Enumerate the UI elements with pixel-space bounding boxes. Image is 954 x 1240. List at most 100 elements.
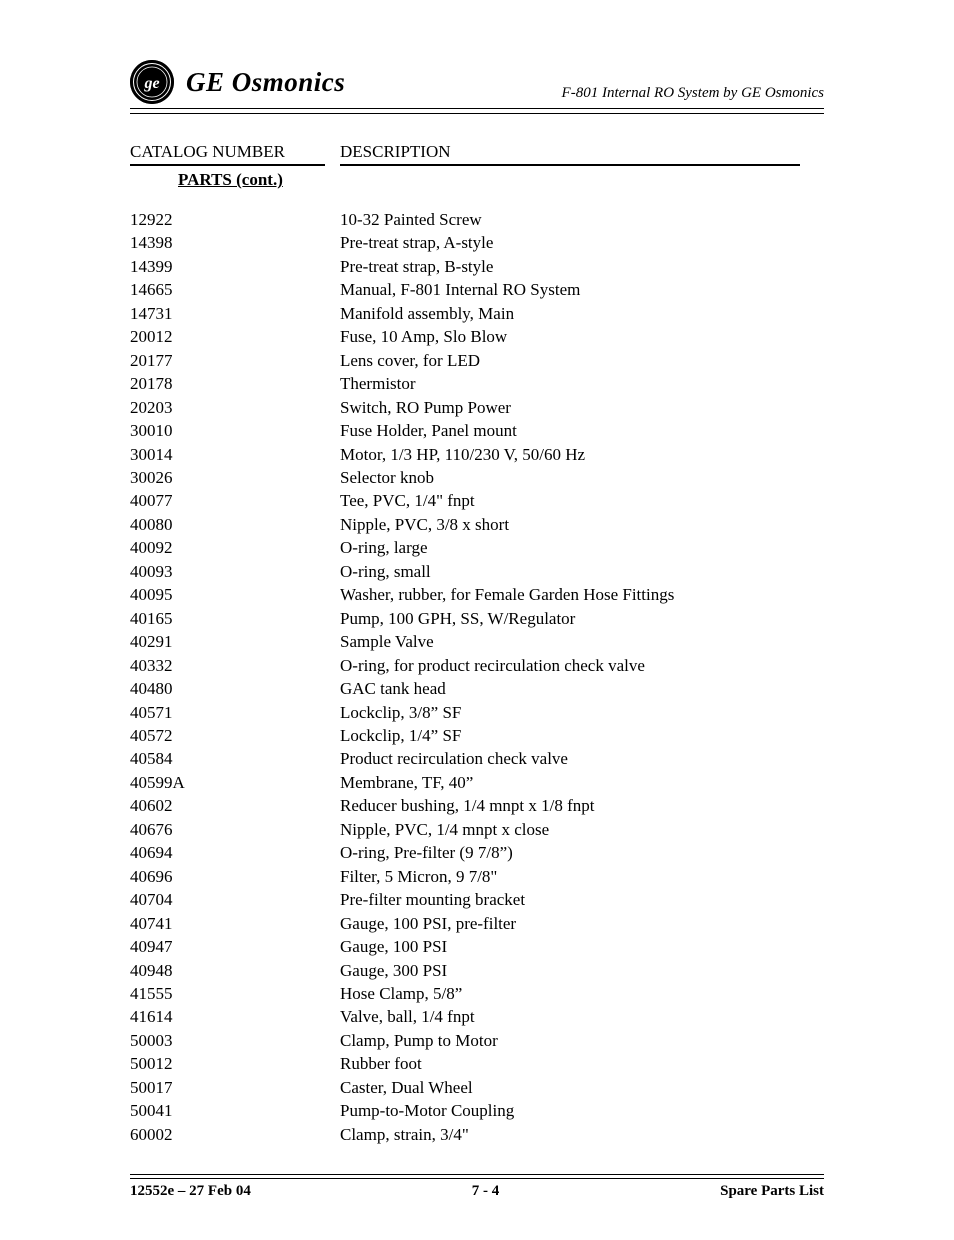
table-row: 40571Lockclip, 3/8” SF xyxy=(130,701,824,724)
part-description: Caster, Dual Wheel xyxy=(340,1076,824,1099)
part-description: Nipple, PVC, 1/4 mnpt x close xyxy=(340,818,824,841)
table-row: 40093O-ring, small xyxy=(130,560,824,583)
table-row: 30026Selector knob xyxy=(130,466,824,489)
table-row: 40694O-ring, Pre-filter (9 7/8”) xyxy=(130,841,824,864)
table-row: 40741Gauge, 100 PSI, pre-filter xyxy=(130,912,824,935)
part-description: Pre-treat strap, A-style xyxy=(340,231,824,254)
document-title: F-801 Internal RO System by GE Osmonics xyxy=(562,85,824,104)
catalog-number: 50012 xyxy=(130,1052,340,1075)
catalog-number: 30026 xyxy=(130,466,340,489)
catalog-number: 14398 xyxy=(130,231,340,254)
table-row: 20012Fuse, 10 Amp, Slo Blow xyxy=(130,325,824,348)
part-description: Washer, rubber, for Female Garden Hose F… xyxy=(340,583,824,606)
part-description: O-ring, for product recirculation check … xyxy=(340,654,824,677)
catalog-number: 40948 xyxy=(130,959,340,982)
part-description: Thermistor xyxy=(340,372,824,395)
header-left: ge GE Osmonics xyxy=(130,60,345,104)
table-row: 20203Switch, RO Pump Power xyxy=(130,396,824,419)
catalog-number: 40332 xyxy=(130,654,340,677)
part-description: O-ring, Pre-filter (9 7/8”) xyxy=(340,841,824,864)
part-description: 10-32 Painted Screw xyxy=(340,208,824,231)
table-row: 50041Pump-to-Motor Coupling xyxy=(130,1099,824,1122)
catalog-number: 40584 xyxy=(130,747,340,770)
part-description: Lockclip, 1/4” SF xyxy=(340,724,824,747)
catalog-number: 20012 xyxy=(130,325,340,348)
part-description: Lockclip, 3/8” SF xyxy=(340,701,824,724)
catalog-number: 40694 xyxy=(130,841,340,864)
part-description: Gauge, 100 PSI xyxy=(340,935,824,958)
part-description: O-ring, small xyxy=(340,560,824,583)
table-row: 40947Gauge, 100 PSI xyxy=(130,935,824,958)
table-row: 30014Motor, 1/3 HP, 110/230 V, 50/60 Hz xyxy=(130,443,824,466)
catalog-number: 40571 xyxy=(130,701,340,724)
part-description: Lens cover, for LED xyxy=(340,349,824,372)
catalog-number: 41614 xyxy=(130,1005,340,1028)
catalog-number: 40165 xyxy=(130,607,340,630)
catalog-number: 50017 xyxy=(130,1076,340,1099)
ge-logo-icon: ge xyxy=(130,60,174,104)
table-row: 20177Lens cover, for LED xyxy=(130,349,824,372)
part-description: Pre-filter mounting bracket xyxy=(340,888,824,911)
catalog-number: 40602 xyxy=(130,794,340,817)
table-row: 40291Sample Valve xyxy=(130,630,824,653)
footer-container: 12552e – 27 Feb 04 7 - 4 Spare Parts Lis… xyxy=(130,1174,824,1200)
catalog-number: 40676 xyxy=(130,818,340,841)
table-row: 14399Pre-treat strap, B-style xyxy=(130,255,824,278)
part-description: Gauge, 300 PSI xyxy=(340,959,824,982)
parts-table-body: 1292210-32 Painted Screw14398Pre-treat s… xyxy=(130,208,824,1146)
table-row: 40332O-ring, for product recirculation c… xyxy=(130,654,824,677)
part-description: Switch, RO Pump Power xyxy=(340,396,824,419)
footer-doc-id: 12552e – 27 Feb 04 xyxy=(130,1183,251,1200)
table-row: 40584Product recirculation check valve xyxy=(130,747,824,770)
catalog-number: 14665 xyxy=(130,278,340,301)
catalog-number: 40704 xyxy=(130,888,340,911)
table-row: 14398Pre-treat strap, A-style xyxy=(130,231,824,254)
catalog-number: 40291 xyxy=(130,630,340,653)
part-description: Pump-to-Motor Coupling xyxy=(340,1099,824,1122)
col-header-catalog-cell: CATALOG NUMBER xyxy=(130,142,340,166)
table-row: 50003Clamp, Pump to Motor xyxy=(130,1029,824,1052)
page-header: ge GE Osmonics F-801 Internal RO System … xyxy=(130,60,824,109)
catalog-number: 30010 xyxy=(130,419,340,442)
table-row: 40077Tee, PVC, 1/4" fnpt xyxy=(130,489,824,512)
catalog-number: 20203 xyxy=(130,396,340,419)
catalog-number: 40572 xyxy=(130,724,340,747)
catalog-number: 40741 xyxy=(130,912,340,935)
section-label: PARTS (cont.) xyxy=(178,170,283,189)
table-row: 40602Reducer bushing, 1/4 mnpt x 1/8 fnp… xyxy=(130,794,824,817)
part-description: Product recirculation check valve xyxy=(340,747,824,770)
part-description: Reducer bushing, 1/4 mnpt x 1/8 fnpt xyxy=(340,794,824,817)
table-row: 40480GAC tank head xyxy=(130,677,824,700)
table-row: 41614Valve, ball, 1/4 fnpt xyxy=(130,1005,824,1028)
table-header-row: CATALOG NUMBER DESCRIPTION xyxy=(130,142,824,166)
table-row: 40080Nipple, PVC, 3/8 x short xyxy=(130,513,824,536)
table-row: 14665Manual, F-801 Internal RO System xyxy=(130,278,824,301)
page-footer: 12552e – 27 Feb 04 7 - 4 Spare Parts Lis… xyxy=(130,1179,824,1200)
catalog-number: 40080 xyxy=(130,513,340,536)
table-row: 40704Pre-filter mounting bracket xyxy=(130,888,824,911)
part-description: Gauge, 100 PSI, pre-filter xyxy=(340,912,824,935)
part-description: GAC tank head xyxy=(340,677,824,700)
table-row: 41555Hose Clamp, 5/8” xyxy=(130,982,824,1005)
part-description: Motor, 1/3 HP, 110/230 V, 50/60 Hz xyxy=(340,443,824,466)
footer-page-number: 7 - 4 xyxy=(472,1183,500,1200)
table-row: 40696Filter, 5 Micron, 9 7/8" xyxy=(130,865,824,888)
part-description: Pre-treat strap, B-style xyxy=(340,255,824,278)
part-description: Valve, ball, 1/4 fnpt xyxy=(340,1005,824,1028)
part-description: Manual, F-801 Internal RO System xyxy=(340,278,824,301)
catalog-number: 12922 xyxy=(130,208,340,231)
part-description: Selector knob xyxy=(340,466,824,489)
col-header-desc-cell: DESCRIPTION xyxy=(340,142,824,166)
footer-section-name: Spare Parts List xyxy=(720,1183,824,1200)
catalog-number: 40696 xyxy=(130,865,340,888)
svg-text:ge: ge xyxy=(143,75,159,92)
col-header-catalog: CATALOG NUMBER xyxy=(130,142,325,166)
part-description: Pump, 100 GPH, SS, W/Regulator xyxy=(340,607,824,630)
part-description: Hose Clamp, 5/8” xyxy=(340,982,824,1005)
catalog-number: 20177 xyxy=(130,349,340,372)
table-row: 1292210-32 Painted Screw xyxy=(130,208,824,231)
part-description: Sample Valve xyxy=(340,630,824,653)
part-description: Membrane, TF, 40” xyxy=(340,771,824,794)
catalog-number: 40095 xyxy=(130,583,340,606)
part-description: Filter, 5 Micron, 9 7/8" xyxy=(340,865,824,888)
